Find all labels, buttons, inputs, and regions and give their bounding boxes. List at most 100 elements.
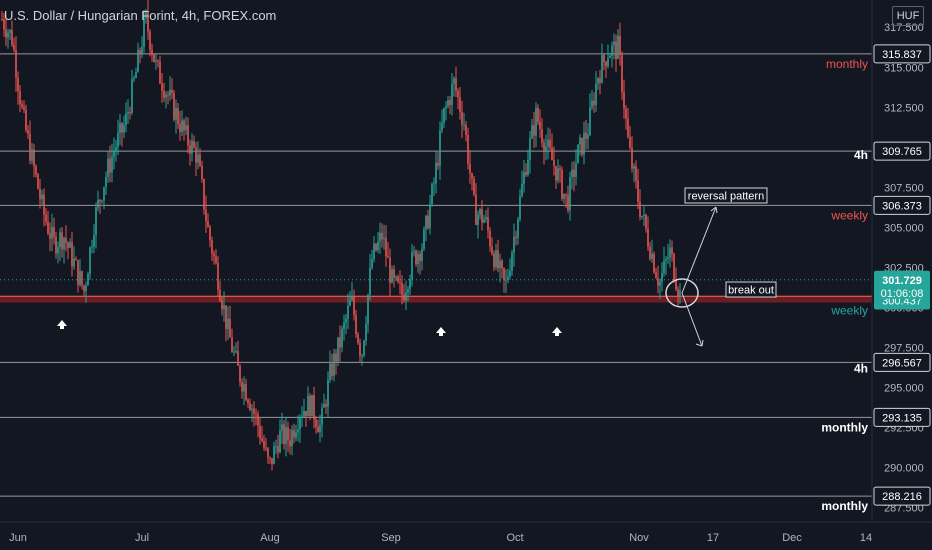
candle: [35, 164, 37, 178]
candle: [289, 428, 291, 455]
candle: [455, 66, 457, 97]
candle-body: [667, 257, 669, 260]
candle: [417, 250, 419, 273]
candle-body: [123, 124, 125, 133]
candle-body: [265, 447, 267, 449]
candle-body: [289, 440, 291, 447]
candle-body: [247, 400, 249, 404]
level-price-tag: [873, 407, 931, 427]
candle-body: [65, 237, 67, 243]
candle: [507, 268, 509, 284]
candle: [193, 135, 195, 149]
candle-body: [627, 118, 629, 138]
candle: [299, 414, 301, 443]
candle-body: [225, 305, 227, 330]
candle: [195, 142, 197, 176]
price-tick-label: 295.000: [884, 382, 924, 394]
candle-body: [203, 179, 205, 210]
candle-body: [279, 430, 281, 453]
candle-body: [313, 394, 315, 420]
candle-body: [529, 138, 531, 160]
candle-body: [543, 142, 545, 153]
candle: [587, 123, 589, 150]
candle-body: [525, 171, 527, 175]
candle-body: [509, 270, 511, 277]
candle-body: [185, 125, 187, 131]
candle-body: [295, 432, 297, 438]
support-zone: [0, 296, 872, 303]
candle: [377, 231, 379, 253]
candle-body: [127, 111, 129, 114]
candle-body: [469, 163, 471, 174]
candle-body: [507, 276, 509, 280]
candle-body: [425, 215, 427, 230]
up-arrow-icon: [436, 327, 446, 336]
candle-body: [671, 247, 673, 255]
candle-body: [445, 106, 447, 108]
candle-body: [649, 246, 651, 259]
candle-body: [143, 18, 145, 47]
candle-body: [41, 194, 43, 200]
candle: [435, 151, 437, 194]
candle: [97, 190, 99, 212]
candle: [69, 238, 71, 249]
candle: [153, 54, 155, 63]
candle-body: [333, 353, 335, 376]
time-tick-label: Nov: [629, 532, 649, 544]
candle-body: [559, 168, 561, 170]
candle-body: [83, 285, 85, 292]
candle: [391, 265, 393, 284]
candle: [163, 82, 165, 102]
candle: [583, 121, 585, 165]
candle: [19, 84, 21, 113]
candle-body: [587, 134, 589, 139]
candle: [305, 410, 307, 427]
candle: [121, 121, 123, 147]
candle-body: [393, 269, 395, 278]
candle-body: [107, 158, 109, 177]
candle: [215, 249, 217, 265]
candle-body: [323, 403, 325, 408]
candle: [135, 67, 137, 79]
candle-body: [125, 113, 127, 125]
candle-body: [391, 269, 393, 283]
candle: [581, 137, 583, 157]
reversal-arrowhead: [710, 206, 718, 214]
candle: [197, 141, 199, 170]
candle-body: [237, 351, 239, 366]
candle: [429, 194, 431, 235]
candle-body: [111, 156, 113, 173]
candle-body: [609, 55, 611, 59]
candle-body: [283, 424, 285, 444]
candle-body: [71, 242, 73, 267]
candle-body: [655, 272, 657, 278]
last-price-tag: [874, 270, 930, 299]
candle-body: [61, 232, 63, 250]
candle: [421, 243, 423, 271]
candle: [621, 51, 623, 100]
candle: [279, 419, 281, 454]
candle-body: [335, 353, 337, 362]
candle-body: [297, 429, 299, 433]
candle: [317, 419, 319, 433]
candle-body: [539, 122, 541, 130]
candle-body: [513, 236, 515, 253]
candle: [219, 280, 221, 302]
currency-button[interactable]: HUF: [892, 6, 924, 26]
candle-body: [611, 45, 613, 56]
candle: [81, 270, 83, 290]
candle: [433, 177, 435, 197]
last-price-text: 301.729: [882, 275, 922, 287]
candle: [211, 236, 213, 262]
candle: [347, 293, 349, 330]
candle-body: [25, 109, 27, 131]
candle-body: [569, 177, 571, 211]
candle: [629, 125, 631, 150]
candle-body: [365, 324, 367, 341]
candle-body: [29, 133, 31, 161]
candle: [431, 182, 433, 207]
candle: [669, 239, 671, 268]
candle-body: [303, 410, 305, 417]
